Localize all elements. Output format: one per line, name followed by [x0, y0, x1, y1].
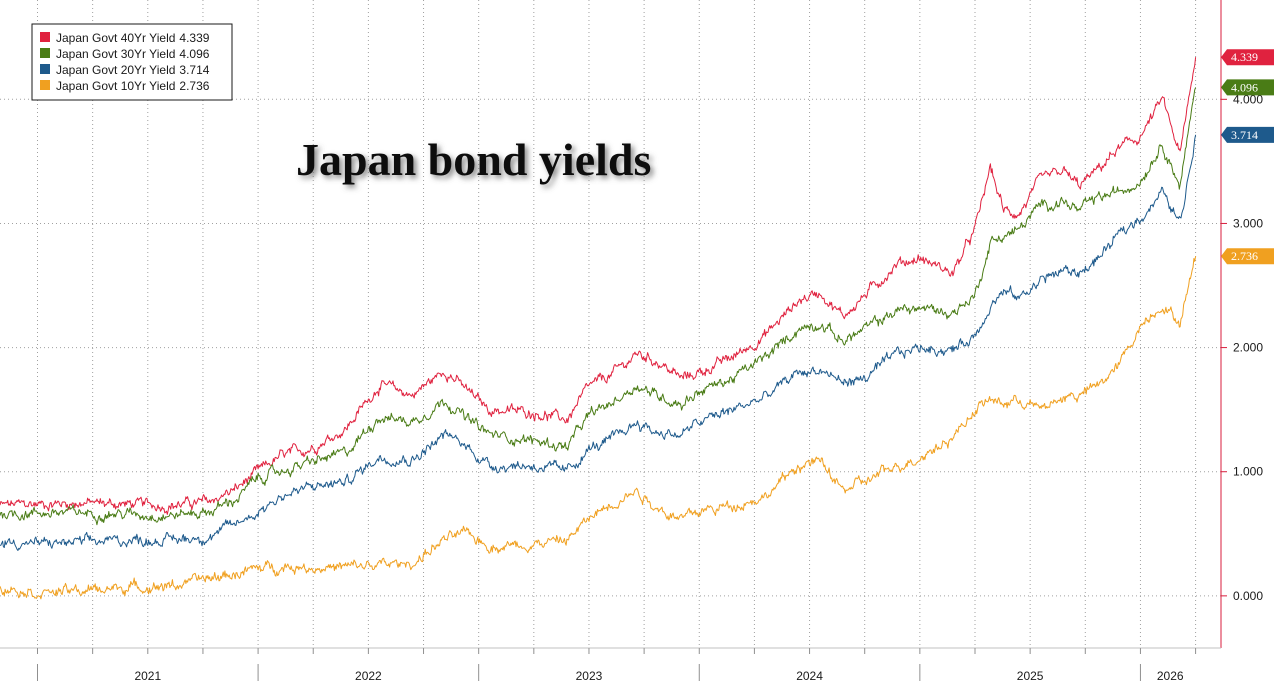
legend-swatch — [40, 64, 50, 74]
value-tag-label: 4.339 — [1231, 50, 1258, 64]
series-line — [0, 87, 1197, 526]
x-year-label: 2021 — [134, 669, 161, 681]
legend-swatch — [40, 48, 50, 58]
value-tag-label: 3.714 — [1231, 128, 1258, 142]
value-tag: 3.714 — [1221, 126, 1274, 143]
x-year-label: 2024 — [796, 669, 823, 681]
y-tick-label: 0.000 — [1233, 589, 1263, 603]
value-tag-background — [1221, 126, 1274, 143]
legend-series-name: Japan Govt 30Yr Yield — [56, 47, 175, 61]
chart-title: Japan bond yields — [296, 134, 651, 185]
x-year-label: 2022 — [355, 669, 382, 681]
y-tick-label: 1.000 — [1233, 465, 1263, 479]
value-tag-background — [1221, 79, 1274, 96]
legend-series-value: 3.714 — [179, 63, 209, 77]
series-lines — [0, 57, 1197, 600]
series-line — [0, 256, 1197, 600]
legend-swatch — [40, 32, 50, 42]
series-line — [0, 134, 1197, 551]
value-tag-background — [1221, 248, 1274, 265]
value-tag: 2.736 — [1221, 248, 1274, 265]
legend-series-name: Japan Govt 40Yr Yield — [56, 31, 175, 45]
legend-label: Japan Govt 40Yr Yield 4.339 — [56, 31, 210, 45]
value-tag: 4.339 — [1221, 49, 1274, 66]
last-value-tags: 4.339 4.096 3.714 2.736 — [1221, 49, 1274, 265]
legend-series-name: Japan Govt 20Yr Yield — [56, 63, 175, 77]
x-year-label: 2023 — [576, 669, 603, 681]
value-tag-background — [1221, 49, 1274, 66]
legend: Japan Govt 40Yr Yield 4.339 Japan Govt 30Y… — [31, 23, 233, 101]
x-axis-ticks: 2021 2022 2023 2024 2025 2026 — [37, 648, 1197, 681]
vertical-grid — [37, 0, 1197, 648]
legend-box — [31, 23, 233, 101]
legend-label: Japan Govt 10Yr Yield 2.736 — [56, 79, 210, 93]
y-tick-label: 2.000 — [1233, 341, 1263, 355]
series-line — [0, 57, 1197, 515]
legend-series-name: Japan Govt 10Yr Yield — [56, 79, 175, 93]
value-tag-label: 2.736 — [1231, 249, 1258, 263]
legend-series-value: 4.096 — [179, 47, 209, 61]
y-tick-label: 3.000 — [1233, 216, 1263, 230]
value-tag-label: 4.096 — [1231, 80, 1258, 94]
y-tick-label: 4.000 — [1233, 92, 1263, 106]
legend-label: Japan Govt 20Yr Yield 3.714 — [56, 63, 210, 77]
legend-series-value: 4.339 — [179, 31, 209, 45]
x-year-label: 2025 — [1017, 669, 1044, 681]
legend-swatch — [40, 80, 50, 90]
legend-label: Japan Govt 30Yr Yield 4.096 — [56, 47, 210, 61]
x-year-label: 2026 — [1157, 669, 1184, 681]
y-axis-ticks: 0.000 1.000 2.000 3.000 4.000 — [1221, 92, 1263, 603]
value-tag: 4.096 — [1221, 79, 1274, 96]
legend-series-value: 2.736 — [179, 79, 209, 93]
